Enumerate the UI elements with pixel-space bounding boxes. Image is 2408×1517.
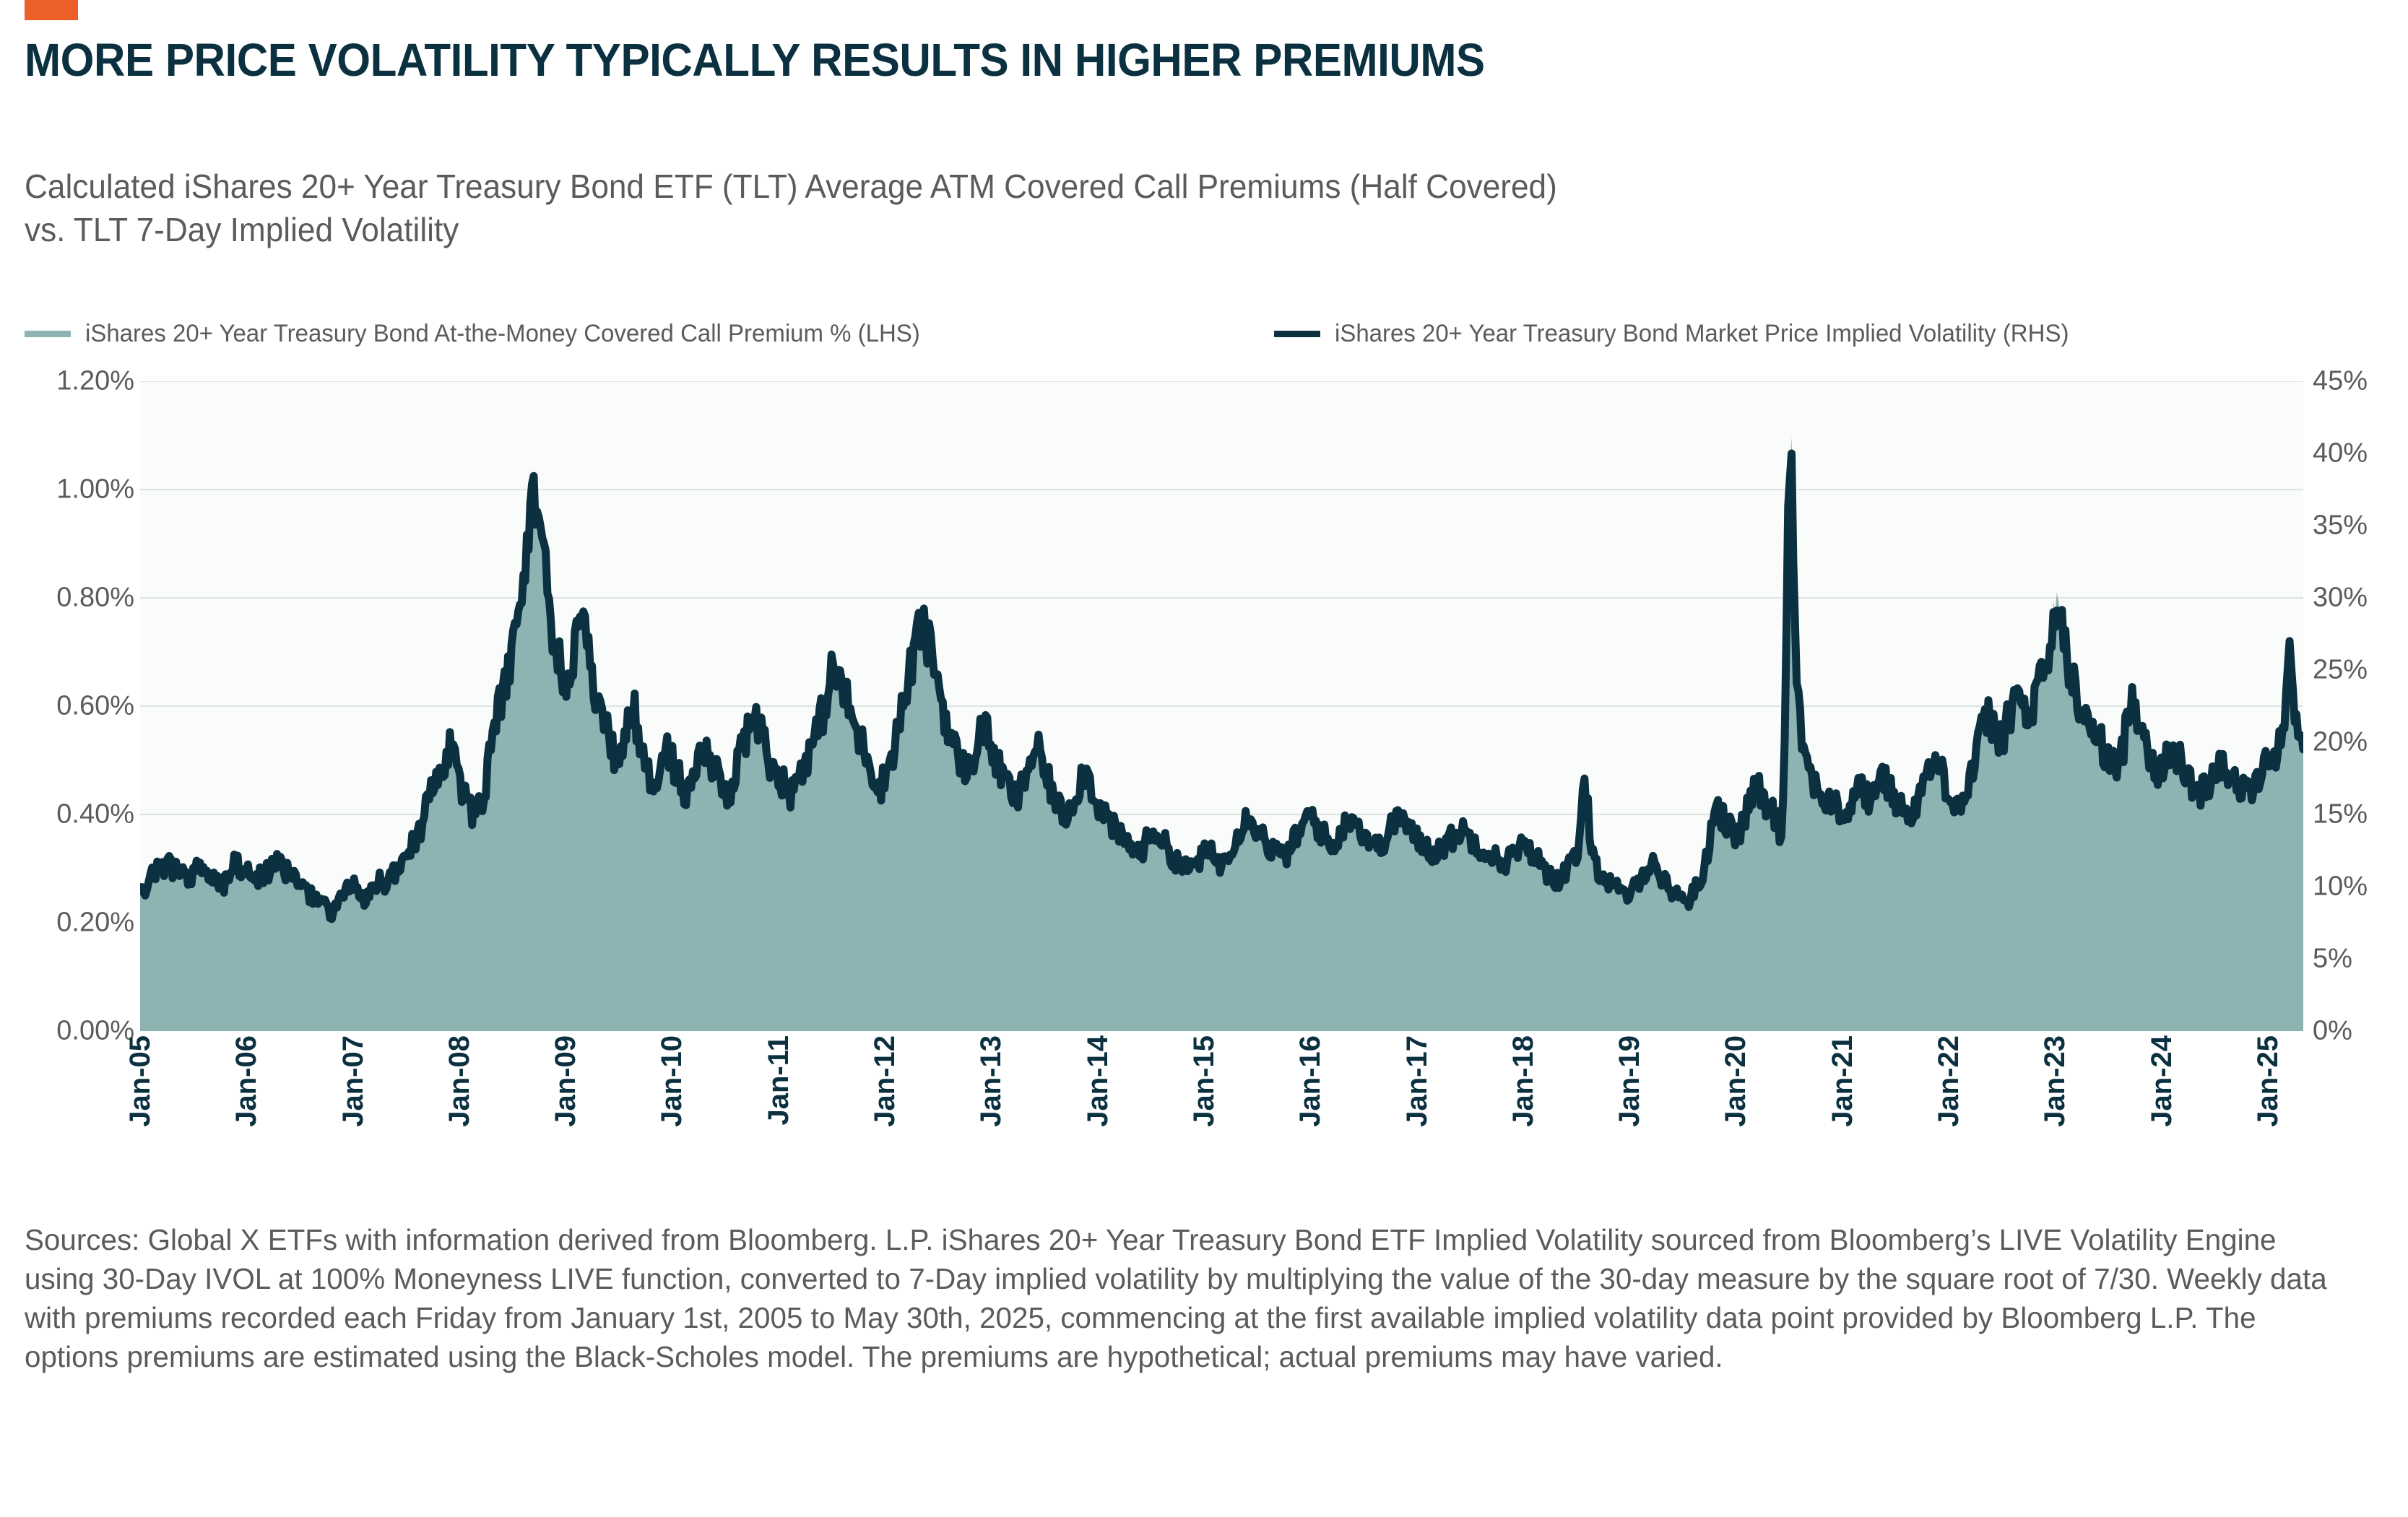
legend-swatch-implied-volatility: [1274, 330, 1320, 337]
x-tick-label: Jan-23: [2039, 1035, 2071, 1127]
x-tick-label: Jan-12: [869, 1035, 901, 1127]
y-tick-right: 0%: [2313, 1015, 2352, 1046]
x-axis: Jan-05 Jan-06 Jan-07 Jan-08 Jan-09 Jan-10 Jan-…: [124, 1035, 2303, 1209]
y-tick-right: 35%: [2313, 510, 2368, 541]
legend-swatch-premium: [25, 330, 71, 337]
x-tick-label: Jan-19: [1614, 1035, 1646, 1127]
legend-label-premium: iShares 20+ Year Treasury Bond At-the-Mo…: [85, 319, 920, 347]
plot-area[interactable]: [140, 381, 2303, 1031]
y-tick-left: 0.20%: [56, 907, 134, 938]
x-tick-label: Jan-15: [1187, 1035, 1220, 1127]
y-axis-right: 0% 5% 10% 15% 20% 25% 30% 35% 40% 45%: [2297, 366, 2383, 1046]
brand-accent-bar: [25, 0, 78, 20]
x-tick-label: Jan-17: [1400, 1035, 1433, 1127]
y-axis-left: 0.00% 0.20% 0.40% 0.60% 0.80% 1.00% 1.20%: [25, 366, 134, 1046]
series-area-premium: [140, 437, 2303, 1031]
x-tick-label: Jan-07: [337, 1035, 369, 1127]
y-tick-left: 0.60%: [56, 690, 134, 721]
series-line-implied-volatility: [140, 449, 2303, 923]
legend-label-implied-volatility: iShares 20+ Year Treasury Bond Market Pr…: [1335, 319, 2069, 347]
x-tick-label: Jan-10: [656, 1035, 688, 1127]
legend-item-implied-volatility[interactable]: iShares 20+ Year Treasury Bond Market Pr…: [1274, 316, 2092, 351]
page-title: MORE PRICE VOLATILITY TYPICALLY RESULTS …: [25, 34, 1485, 86]
legend-item-premium[interactable]: iShares 20+ Year Treasury Bond At-the-Mo…: [25, 316, 946, 351]
x-tick-label: Jan-13: [975, 1035, 1008, 1127]
chart-legend: iShares 20+ Year Treasury Bond At-the-Mo…: [25, 316, 2383, 351]
chart-svg: [140, 381, 2303, 1031]
sources-note: Sources: Global X ETFs with information …: [25, 1223, 2327, 1373]
subtitle-line-2: vs. TLT 7-Day Implied Volatility: [25, 211, 459, 248]
x-tick-label: Jan-06: [230, 1035, 263, 1127]
x-tick-label: Jan-21: [1826, 1035, 1858, 1127]
y-tick-right: 10%: [2313, 871, 2368, 902]
y-tick-left: 1.20%: [56, 365, 134, 396]
y-tick-right: 20%: [2313, 726, 2368, 757]
x-tick-label: Jan-20: [1720, 1035, 1752, 1127]
x-tick-label: Jan-11: [762, 1035, 794, 1126]
y-tick-right: 25%: [2313, 654, 2368, 685]
x-tick-label: Jan-14: [1081, 1035, 1114, 1127]
page-subtitle: Calculated iShares 20+ Year Treasury Bon…: [25, 165, 2174, 251]
x-tick-label: Jan-25: [2251, 1035, 2284, 1127]
x-tick-label: Jan-18: [1507, 1035, 1539, 1127]
y-tick-right: 30%: [2313, 582, 2368, 613]
y-tick-right: 15%: [2313, 799, 2368, 830]
chart-plot-wrapper: 0.00% 0.20% 0.40% 0.60% 0.80% 1.00% 1.20% 0% 5%…: [25, 366, 2383, 1127]
x-tick-label: Jan-16: [1294, 1035, 1327, 1127]
y-tick-right: 5%: [2313, 943, 2352, 974]
y-tick-right: 40%: [2313, 438, 2368, 469]
subtitle-line-1: Calculated iShares 20+ Year Treasury Bon…: [25, 168, 1557, 205]
y-tick-right: 45%: [2313, 365, 2368, 396]
x-tick-label: Jan-09: [550, 1035, 582, 1127]
y-tick-left: 0.80%: [56, 582, 134, 613]
x-tick-label: Jan-24: [2145, 1035, 2178, 1127]
x-tick-label: Jan-05: [124, 1035, 156, 1127]
y-tick-left: 0.00%: [56, 1015, 134, 1046]
y-tick-left: 1.00%: [56, 474, 134, 505]
x-tick-label: Jan-22: [1933, 1035, 1965, 1127]
y-tick-left: 0.40%: [56, 799, 134, 830]
x-tick-label: Jan-08: [443, 1035, 475, 1127]
